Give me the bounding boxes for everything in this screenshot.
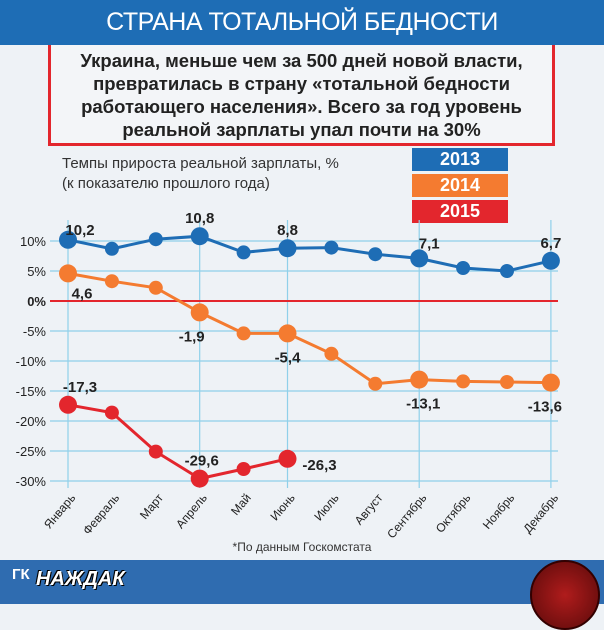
data-point-2013 xyxy=(410,249,429,268)
logo-nazhdak: НАЖДАК xyxy=(36,568,125,590)
data-point-2013 xyxy=(500,264,514,278)
data-point-2014 xyxy=(324,346,339,361)
x-tick-label: Март xyxy=(137,491,167,522)
data-point-2014 xyxy=(59,264,77,283)
seal-emblem xyxy=(530,560,600,630)
data-point-2013 xyxy=(456,261,471,275)
data-point-2013 xyxy=(368,247,383,262)
data-point-2014 xyxy=(368,376,383,391)
data-point-2014 xyxy=(190,303,209,322)
data-point-2014 xyxy=(148,280,163,295)
data-label-2015: -29,6 xyxy=(185,453,219,470)
y-tick-label: 10% xyxy=(20,234,46,249)
x-tick-label: Декабрь xyxy=(520,491,561,536)
lead-line: Украина, меньше чем за 500 дней новой вл… xyxy=(80,50,523,71)
x-tick-label: Октябрь xyxy=(433,491,474,536)
data-label-2014: -13,1 xyxy=(406,396,440,413)
legend-2014: 2014 xyxy=(412,174,508,197)
x-tick-label: Январь xyxy=(41,491,78,532)
x-tick-label: Май xyxy=(228,491,254,518)
x-tick-label: Июнь xyxy=(267,491,297,523)
data-point-2013 xyxy=(148,232,163,247)
chart-subtitle: (к показателю прошлого года) xyxy=(62,175,270,192)
lead-line: реальной зарплаты упал почти на 30% xyxy=(122,119,481,140)
data-point-2015 xyxy=(59,395,77,414)
data-label-2013: 7,1 xyxy=(419,235,440,252)
y-tick-label: -20% xyxy=(16,414,47,429)
logo-prefix: ГК xyxy=(12,566,30,583)
data-label-2014: -5,4 xyxy=(275,349,302,366)
source-note: *По данным Госкомстата xyxy=(232,540,372,554)
data-point-2013 xyxy=(236,245,251,260)
x-tick-label: Сентябрь xyxy=(384,491,429,541)
data-point-2015 xyxy=(278,449,297,468)
data-point-2015 xyxy=(148,444,163,459)
x-tick-label: Апрель xyxy=(173,491,210,531)
header-title: СТРАНА ТОТАЛЬНОЙ БЕДНОСТИ xyxy=(0,0,604,45)
data-label-2013: 8,8 xyxy=(277,222,298,239)
legend-2013: 2013 xyxy=(412,148,508,171)
legend-2015: 2015 xyxy=(412,200,508,223)
data-label-2013: 6,7 xyxy=(540,235,561,252)
data-point-2014 xyxy=(278,324,297,343)
data-point-2014 xyxy=(456,374,471,389)
y-tick-label: -15% xyxy=(16,384,47,399)
y-tick-label: 5% xyxy=(27,264,46,279)
data-point-2014 xyxy=(104,274,119,289)
data-label-2013: 10,8 xyxy=(185,210,214,227)
y-tick-label: 0% xyxy=(27,294,46,309)
lead-line: работающего населения». Всего за год уро… xyxy=(81,96,522,117)
footer-bar xyxy=(0,560,604,604)
data-point-2015 xyxy=(104,405,119,420)
lead-line: превратилась в страну «тотальной бедност… xyxy=(93,73,510,94)
chart-title-text: Темпы прироста реальной зарплаты, % xyxy=(62,155,339,172)
data-point-2014 xyxy=(236,326,251,341)
series-line-2014 xyxy=(67,271,551,386)
chart-title: Темпы прироста реальной зарплаты, % (к п… xyxy=(62,154,339,194)
data-point-2013 xyxy=(190,227,209,246)
line-chart: 10% 5% 0% -5% -10% -15% -20% -25% -30% Январь Февр… xyxy=(16,210,562,541)
lead-text: Украина, меньше чем за 500 дней новой вл… xyxy=(48,45,555,146)
data-point-2013 xyxy=(59,230,77,249)
data-label-2013: 10,2 xyxy=(65,222,94,239)
y-tick-label: -10% xyxy=(16,354,47,369)
data-point-2014 xyxy=(541,373,560,392)
data-label-2014: 4,6 xyxy=(72,285,93,302)
data-point-2015 xyxy=(190,469,209,488)
data-point-2013 xyxy=(104,241,119,256)
data-point-2014 xyxy=(410,370,429,389)
x-tick-label: Август xyxy=(352,491,386,528)
series-line-2015 xyxy=(67,403,288,481)
x-tick-label: Июль xyxy=(311,491,341,523)
data-label-2014: -13,6 xyxy=(528,399,562,416)
data-label-2014: -1,9 xyxy=(179,328,205,345)
data-point-2013 xyxy=(278,239,297,258)
data-point-2013 xyxy=(324,240,339,255)
y-tick-label: -30% xyxy=(16,474,47,489)
series-line-2013 xyxy=(67,234,552,273)
y-tick-label: -25% xyxy=(16,444,47,459)
data-label-2015: -17,3 xyxy=(63,379,97,396)
x-tick-label: Ноябрь xyxy=(480,491,517,532)
data-point-2015 xyxy=(236,462,251,476)
data-label-2015: -26,3 xyxy=(302,457,336,474)
x-tick-label: Февраль xyxy=(80,491,122,537)
y-tick-label: -5% xyxy=(23,324,47,339)
data-point-2014 xyxy=(500,375,514,389)
data-point-2013 xyxy=(541,251,560,270)
